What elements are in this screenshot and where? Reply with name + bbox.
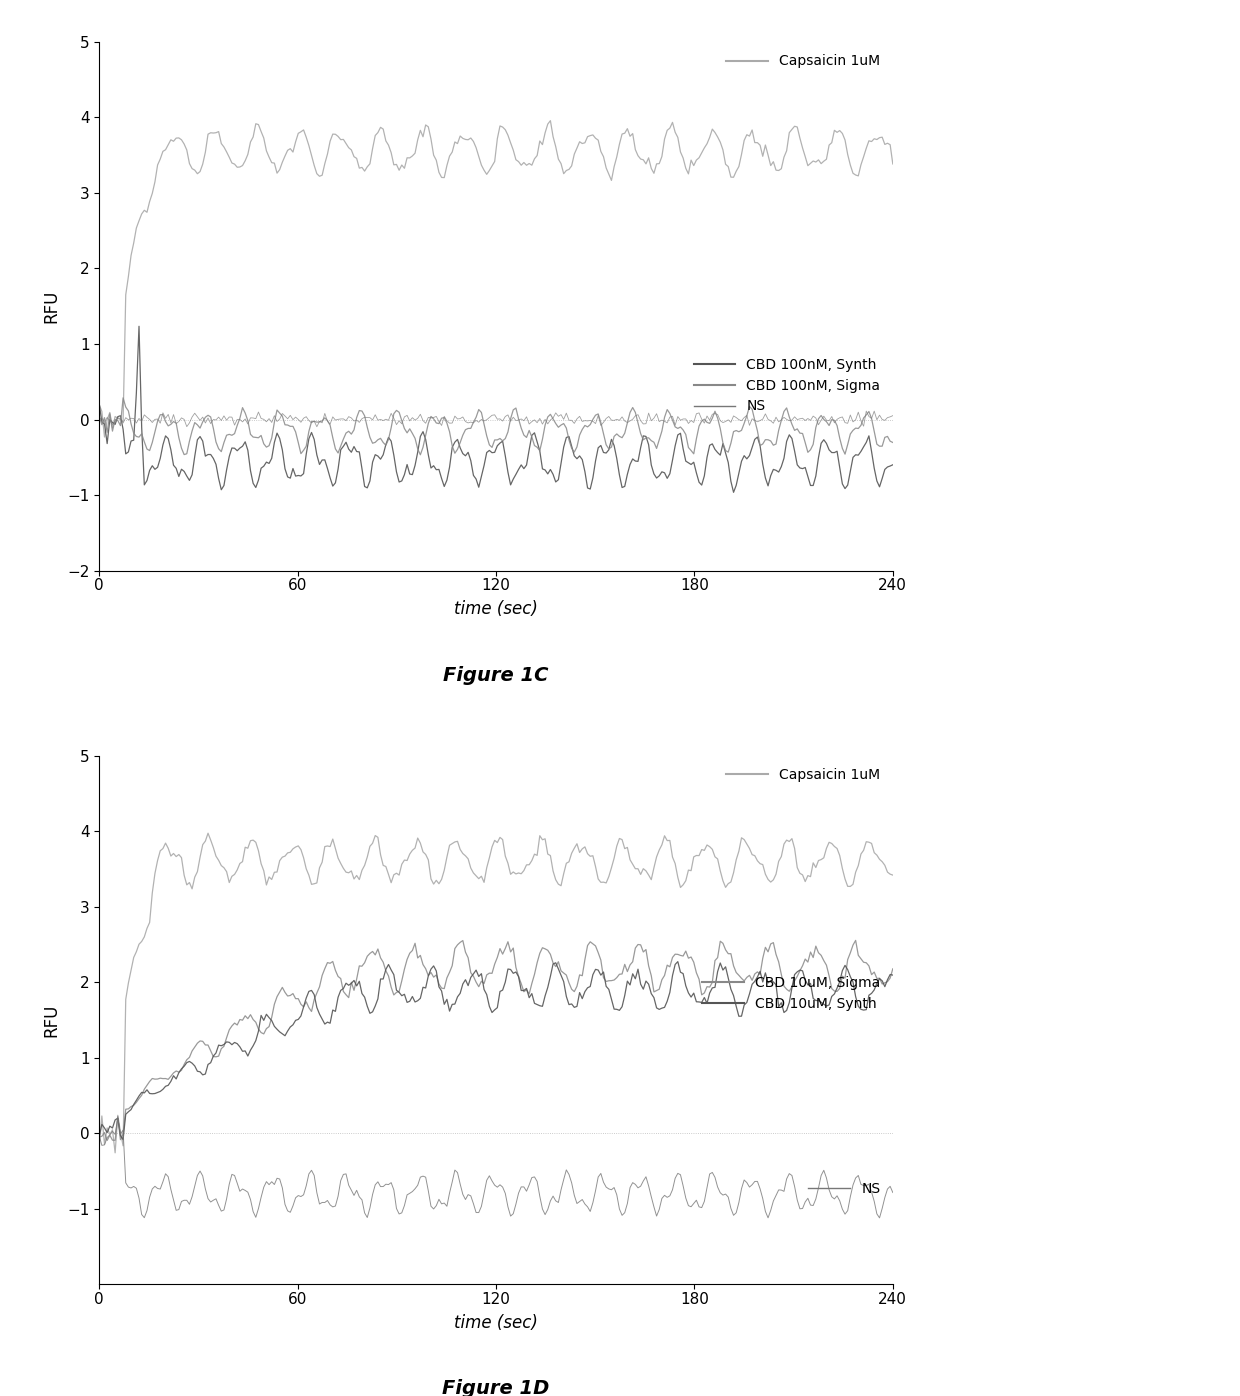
Text: Figure 1D: Figure 1D (443, 1379, 549, 1396)
Text: Figure 1C: Figure 1C (444, 666, 548, 685)
Legend: NS: NS (802, 1177, 885, 1202)
Y-axis label: RFU: RFU (42, 1004, 61, 1037)
X-axis label: time (sec): time (sec) (454, 600, 538, 618)
Y-axis label: RFU: RFU (42, 289, 61, 322)
X-axis label: time (sec): time (sec) (454, 1314, 538, 1332)
Legend: CBD 100nM, Synth, CBD 100nM, Sigma, NS: CBD 100nM, Synth, CBD 100nM, Sigma, NS (688, 352, 885, 419)
